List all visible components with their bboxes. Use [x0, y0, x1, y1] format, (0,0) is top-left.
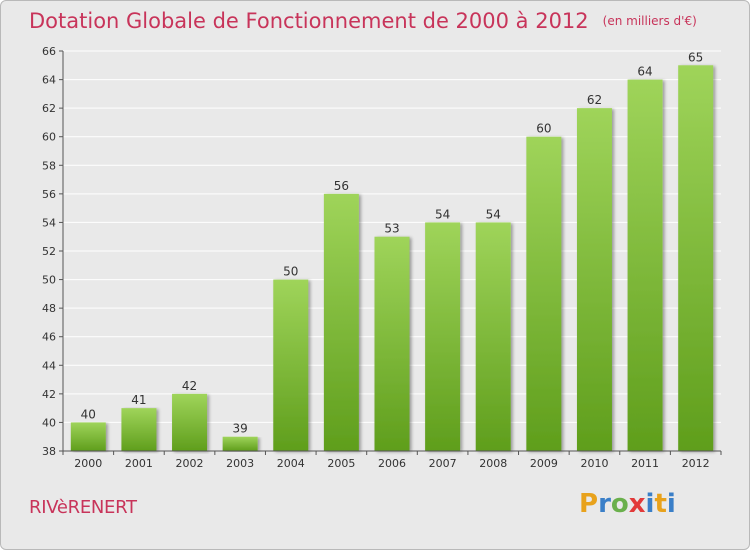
logo-letter: o: [610, 489, 629, 519]
x-tick-label: 2007: [429, 457, 457, 470]
value-label: 56: [334, 179, 349, 193]
logo-letter: i: [645, 489, 655, 519]
bar-2008: [475, 222, 511, 451]
x-tick-label: 2008: [479, 457, 507, 470]
chart-title: Dotation Globale de Fonctionnement de 20…: [29, 9, 697, 33]
x-tick-label: 2003: [226, 457, 254, 470]
logo-letter: i: [666, 489, 676, 519]
bar-2001: [121, 408, 157, 451]
bar-2004: [273, 279, 309, 451]
x-tick-label: 2010: [580, 457, 608, 470]
bar-2005: [323, 193, 359, 451]
y-tick-label: 58: [42, 159, 56, 172]
y-tick-label: 44: [42, 359, 56, 372]
bar-2012: [678, 65, 714, 452]
logo-letter: P: [579, 489, 599, 519]
bar-2009: [526, 136, 562, 451]
value-label: 40: [81, 407, 96, 421]
y-tick-label: 46: [42, 331, 56, 344]
bar-2011: [627, 79, 663, 452]
logo-letter: t: [654, 489, 667, 519]
title-text: Dotation Globale de Fonctionnement de 20…: [29, 9, 589, 33]
bar-2006: [374, 236, 410, 451]
x-tick-label: 2012: [682, 457, 710, 470]
value-label: 41: [131, 393, 146, 407]
logo-letter: x: [628, 489, 646, 519]
value-label: 60: [536, 122, 551, 136]
x-tick-label: 2006: [378, 457, 406, 470]
value-label: 39: [233, 422, 248, 436]
x-tick-label: 2005: [327, 457, 355, 470]
commune-name: RIVèRENERT: [29, 497, 137, 518]
value-labels: 40 41 42 39 50 56 53 54 54 60 62 64 65: [81, 50, 704, 435]
value-label: 54: [486, 207, 501, 221]
x-tick-label: 2011: [631, 457, 659, 470]
y-tick-label: 54: [42, 216, 56, 229]
proxiti-logo: Proxiti: [579, 489, 676, 519]
y-tick-label: 60: [42, 131, 56, 144]
logo-letter: r: [598, 489, 611, 519]
axes: 38 40 42 44 46 48 50 52 54 56 58 60 62 64 66 2000 2001 20…: [42, 45, 722, 470]
x-tick-label: 2000: [74, 457, 102, 470]
bar-2010: [576, 108, 612, 452]
y-tick-label: 62: [42, 102, 56, 115]
bars: [70, 65, 714, 452]
bar-2002: [172, 393, 208, 451]
value-label: 53: [384, 222, 399, 236]
value-label: 65: [688, 50, 703, 64]
x-tick-label: 2001: [125, 457, 153, 470]
y-tick-label: 52: [42, 245, 56, 258]
y-tick-label: 42: [42, 388, 56, 401]
y-tick-label: 48: [42, 302, 56, 315]
bar-2003: [222, 436, 258, 451]
value-label: 62: [587, 93, 602, 107]
value-label: 54: [435, 207, 450, 221]
y-tick-label: 66: [42, 45, 56, 58]
value-label: 64: [637, 65, 652, 79]
bar-2000: [70, 422, 106, 451]
y-tick-label: 50: [42, 274, 56, 287]
x-tick-label: 2009: [530, 457, 558, 470]
y-tick-label: 40: [42, 416, 56, 429]
y-tick-label: 56: [42, 188, 56, 201]
x-tick-label: 2002: [176, 457, 204, 470]
value-label: 42: [182, 379, 197, 393]
x-tick-label: 2004: [277, 457, 305, 470]
y-tick-label: 64: [42, 74, 56, 87]
value-label: 50: [283, 265, 298, 279]
bar-2007: [425, 222, 461, 451]
y-tick-label: 38: [42, 445, 56, 458]
title-unit: (en milliers d'€): [602, 14, 697, 28]
